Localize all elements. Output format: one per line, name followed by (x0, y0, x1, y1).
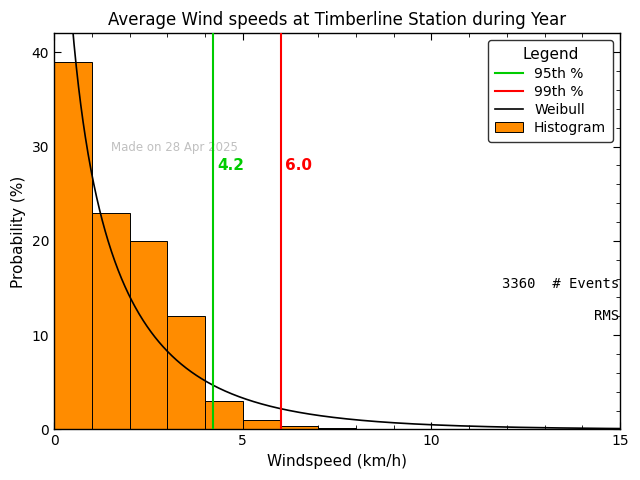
Bar (280, 426, 318, 430)
Text: 6.0: 6.0 (285, 158, 312, 173)
Bar (54, 62, 92, 430)
Bar (356, 429, 394, 430)
Bar (205, 401, 243, 430)
Legend: 95th %, 99th %, Weibull, Histogram: 95th %, 99th %, Weibull, Histogram (488, 40, 613, 142)
Text: 4.2: 4.2 (217, 158, 244, 173)
Bar (130, 241, 167, 430)
Bar (243, 420, 280, 430)
X-axis label: Windspeed (km/h): Windspeed (km/h) (267, 454, 407, 469)
Text: 3360  # Events: 3360 # Events (502, 277, 619, 291)
Y-axis label: Probability (%): Probability (%) (11, 175, 26, 288)
Text: RMS: RMS (594, 309, 619, 323)
Bar (318, 428, 356, 430)
Title: Average Wind speeds at Timberline Station during Year: Average Wind speeds at Timberline Statio… (108, 11, 566, 29)
Text: Made on 28 Apr 2025: Made on 28 Apr 2025 (111, 141, 237, 154)
Bar (167, 316, 205, 430)
Bar (92, 213, 130, 430)
